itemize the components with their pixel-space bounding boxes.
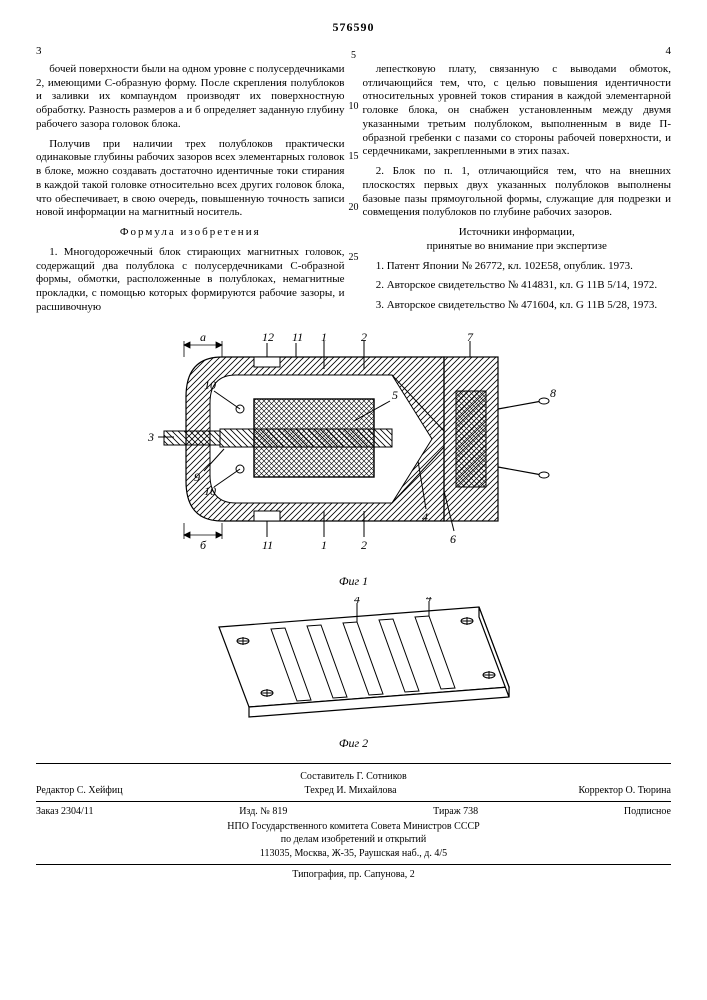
compiler: Составитель Г. Сотников: [36, 771, 671, 784]
svg-text:2: 2: [361, 331, 367, 344]
imprint-footer: Составитель Г. Сотников Редактор С. Хейф…: [36, 763, 671, 882]
body-text: бочей поверхности были на одном уровне с…: [36, 63, 345, 132]
body-text: лепестковую плату, связанную с выводами …: [363, 63, 672, 159]
svg-text:8: 8: [550, 386, 556, 400]
edition-number: Изд. № 819: [239, 806, 287, 819]
body-text: 1. Многодорожечный блок стирающих магнит…: [36, 246, 345, 315]
svg-text:11: 11: [262, 538, 273, 552]
techred: Техред И. Михайлова: [304, 785, 396, 798]
formula-heading: Формула изобретения: [36, 226, 345, 240]
org-line-1: НПО Государственного комитета Совета Мин…: [36, 821, 671, 834]
svg-text:4: 4: [354, 597, 360, 606]
page-num-right: 4: [666, 45, 672, 59]
order-number: Заказ 2304/11: [36, 806, 93, 819]
svg-text:9: 9: [194, 470, 200, 484]
svg-text:4: 4: [426, 597, 432, 604]
org-line-2: по делам изобретений и открытий: [36, 834, 671, 847]
figure-1: a: [144, 331, 564, 566]
corrector: Корректор О. Тюрина: [578, 785, 671, 798]
address: 113035, Москва, Ж-35, Раушская наб., д. …: [36, 848, 671, 861]
line-number-gutter: 5 10 15 20 25: [346, 50, 362, 265]
svg-text:2: 2: [361, 538, 367, 552]
figure-1-label: Фиг 1: [36, 574, 671, 589]
svg-text:11: 11: [292, 331, 303, 344]
source-item: 3. Авторское свидетельство № 471604, кл.…: [363, 299, 672, 313]
body-text: Получив при наличии трех полублоков прак…: [36, 138, 345, 221]
figure-2: 4 4: [189, 597, 519, 727]
left-column: бочей поверхности были на одном уровне с…: [36, 63, 345, 321]
svg-text:6: 6: [450, 532, 456, 546]
subscription: Подписное: [624, 806, 671, 819]
typography: Типография, пр. Сапунова, 2: [36, 869, 671, 882]
svg-text:12: 12: [262, 331, 274, 344]
svg-text:3: 3: [147, 430, 154, 444]
svg-text:1: 1: [321, 331, 327, 344]
print-run: Тираж 738: [433, 806, 478, 819]
svg-text:4: 4: [422, 510, 428, 524]
source-item: 1. Патент Японии № 26772, кл. 102E58, оп…: [363, 260, 672, 274]
svg-text:7: 7: [467, 331, 474, 344]
sources-heading: Источники информации, принятые во вниман…: [363, 226, 672, 254]
editor: Редактор С. Хейфиц: [36, 785, 123, 798]
svg-text:1: 1: [321, 538, 327, 552]
source-item: 2. Авторское свидетельство № 414831, кл.…: [363, 279, 672, 293]
svg-text:5: 5: [392, 388, 398, 402]
patent-number: 576590: [36, 20, 671, 35]
figure-2-label: Фиг 2: [36, 736, 671, 751]
svg-text:10: 10: [204, 484, 216, 498]
body-text: 2. Блок по п. 1, отличающийся тем, что н…: [363, 165, 672, 220]
dim-b-label: б: [200, 538, 207, 552]
right-column: лепестковую плату, связанную с выводами …: [363, 63, 672, 321]
page-num-left: 3: [36, 45, 42, 59]
svg-text:10: 10: [204, 378, 216, 392]
dim-a-label: a: [200, 331, 206, 344]
